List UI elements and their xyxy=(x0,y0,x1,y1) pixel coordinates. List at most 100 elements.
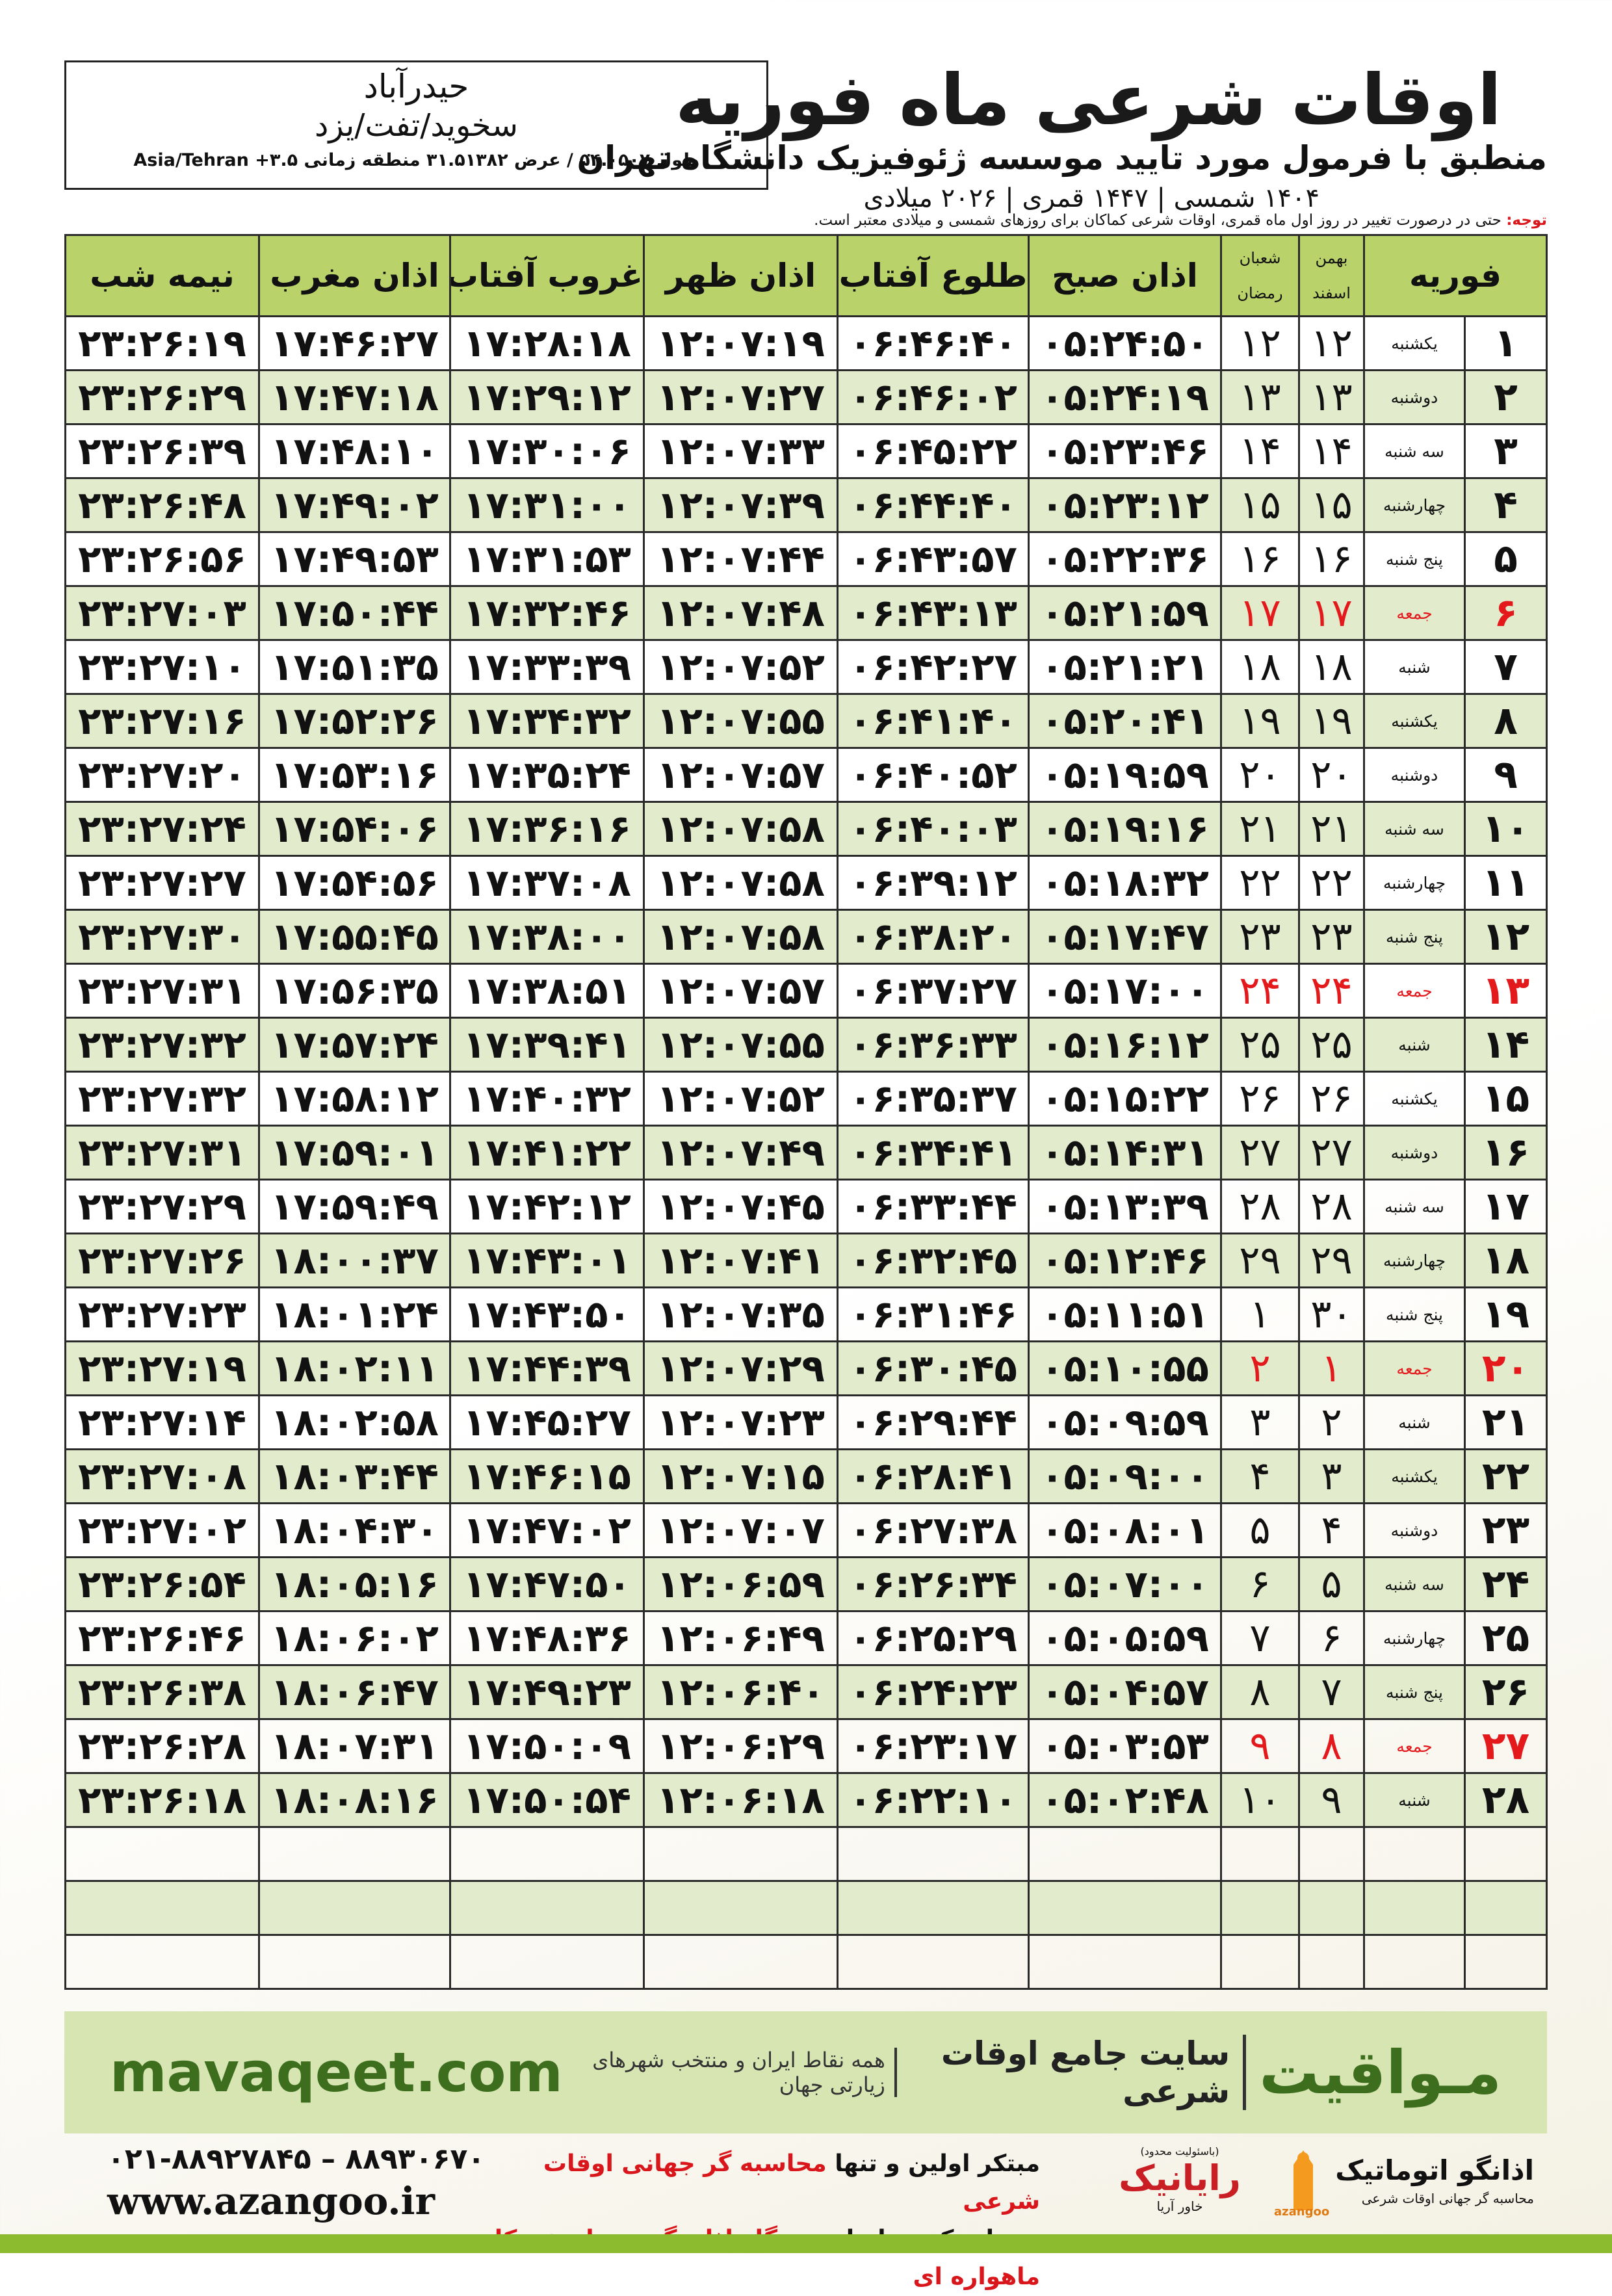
time-cell: ۱۷:۵۰:۵۴ xyxy=(449,1772,645,1828)
weekday: جمعه xyxy=(1363,1718,1466,1774)
time-cell: ۰۵:۰۷:۰۰ xyxy=(1028,1556,1222,1612)
empty-cell xyxy=(258,1826,451,1882)
coverage: همه نقاط ایران و منتخب شهرهای زیارتی جها… xyxy=(563,2048,897,2097)
time-cell: ۲۳:۲۶:۲۸ xyxy=(64,1718,260,1774)
weekday: پنج شنبه xyxy=(1363,1664,1466,1720)
time-cell: ۱۷:۴۱:۲۲ xyxy=(449,1125,645,1181)
logo-ltd: (باسئولیت محدود) xyxy=(1140,2145,1219,2158)
time-cell: ۱۷:۳۱:۰۰ xyxy=(449,477,645,533)
solar-day: ۱۶ xyxy=(1298,531,1365,587)
time-cell: ۱۷:۳۳:۳۹ xyxy=(449,639,645,695)
day-row: ۱۹ پنج شنبه ۳۰ ۱ ۰۵:۱۱:۵۱ ۰۶:۳۱:۴۶ ۱۲:۰۷:۳۵ ۱۷:… xyxy=(64,1286,1548,1342)
time-cell: ۰۶:۳۲:۴۵ xyxy=(837,1233,1030,1288)
time-cell: ۲۳:۲۶:۳۹ xyxy=(64,423,260,479)
weekday: پنج شنبه xyxy=(1363,1286,1466,1342)
solar-day: ۱۹ xyxy=(1298,693,1365,749)
logo-sub: خاور آریا xyxy=(1156,2198,1203,2214)
day-number: ۳ xyxy=(1464,423,1548,479)
time-cell: ۱۷:۳۴:۳۲ xyxy=(449,693,645,749)
time-cell: ۲۳:۲۷:۳۲ xyxy=(64,1017,260,1073)
time-cell: ۰۵:۲۱:۲۱ xyxy=(1028,639,1222,695)
time-cell: ۱۷:۳۷:۰۸ xyxy=(449,855,645,911)
weekday: دوشنبه xyxy=(1363,369,1466,425)
time-cell: ۰۶:۴۶:۰۲ xyxy=(837,369,1030,425)
time-cell: ۲۳:۲۷:۳۱ xyxy=(64,1125,260,1181)
lunar-day: ۲۱ xyxy=(1220,801,1300,857)
empty-cell xyxy=(837,1880,1030,1936)
lunar-month: رمضان xyxy=(1237,284,1283,302)
empty-cell xyxy=(258,1880,451,1936)
weekday: سه شنبه xyxy=(1363,801,1466,857)
day-number: ۲۲ xyxy=(1464,1448,1548,1504)
weekday: یکشنبه xyxy=(1363,1071,1466,1127)
time-cell: ۲۳:۲۷:۰۳ xyxy=(64,585,260,641)
day-number: ۵ xyxy=(1464,531,1548,587)
weekday: شنبه xyxy=(1363,639,1466,695)
time-cell: ۰۵:۱۹:۱۶ xyxy=(1028,801,1222,857)
empty-cell xyxy=(643,1934,838,1990)
day-number: ۲۶ xyxy=(1464,1664,1548,1720)
time-cell: ۱۸:۰۴:۳۰ xyxy=(258,1502,451,1558)
time-cell: ۲۳:۲۷:۱۴ xyxy=(64,1394,260,1450)
time-cell: ۱۷:۲۹:۱۲ xyxy=(449,369,645,425)
time-cell: ۰۵:۱۷:۰۰ xyxy=(1028,963,1222,1019)
time-cell: ۱۲:۰۷:۵۸ xyxy=(643,909,838,965)
time-cell: ۰۶:۴۶:۴۰ xyxy=(837,315,1030,371)
time-cell: ۱۷:۴۴:۳۹ xyxy=(449,1340,645,1396)
time-cell: ۱۷:۵۰:۴۴ xyxy=(258,585,451,641)
time-cell: ۱۷:۳۶:۱۶ xyxy=(449,801,645,857)
time-cell: ۱۲:۰۷:۵۸ xyxy=(643,801,838,857)
day-row: ۲۴ سه شنبه ۵ ۶ ۰۵:۰۷:۰۰ ۰۶:۲۶:۳۴ ۱۲:۰۶:۵۹ ۱۷:۴۷… xyxy=(64,1556,1548,1612)
time-cell: ۲۳:۲۷:۲۴ xyxy=(64,801,260,857)
lunar-day: ۱۶ xyxy=(1220,531,1300,587)
day-row: ۲ دوشنبه ۱۳ ۱۳ ۰۵:۲۴:۱۹ ۰۶:۴۶:۰۲ ۱۲:۰۷:۲۷ ۱۷:۲۹… xyxy=(64,369,1548,425)
time-cell: ۱۷:۴۷:۱۸ xyxy=(258,369,451,425)
time-cell: ۰۶:۳۷:۲۷ xyxy=(837,963,1030,1019)
solar-day: ۲۱ xyxy=(1298,801,1365,857)
lunar-day: ۱۸ xyxy=(1220,639,1300,695)
lunar-day: ۱۹ xyxy=(1220,693,1300,749)
web: www.azangoo.ir xyxy=(107,2179,436,2223)
empty-row xyxy=(64,1880,1548,1936)
time-cell: ۱۷:۳۰:۰۶ xyxy=(449,423,645,479)
time-cell: ۱۸:۰۲:۱۱ xyxy=(258,1340,451,1396)
solar-day: ۲۶ xyxy=(1298,1071,1365,1127)
day-number: ۱۱ xyxy=(1464,855,1548,911)
time-cell: ۱۷:۴۷:۵۰ xyxy=(449,1556,645,1612)
time-cell: ۱۲:۰۷:۳۳ xyxy=(643,423,838,479)
day-number: ۱۴ xyxy=(1464,1017,1548,1073)
time-cell: ۰۶:۴۵:۲۲ xyxy=(837,423,1030,479)
time-cell: ۱۷:۳۹:۴۱ xyxy=(449,1017,645,1073)
empty-row xyxy=(64,1934,1548,1990)
time-cell: ۱۷:۵۶:۳۵ xyxy=(258,963,451,1019)
day-number: ۲۸ xyxy=(1464,1772,1548,1828)
day-row: ۹ دوشنبه ۲۰ ۲۰ ۰۵:۱۹:۵۹ ۰۶:۴۰:۵۲ ۱۲:۰۷:۵۷ ۱۷:۳۵… xyxy=(64,747,1548,803)
time-cell: ۱۲:۰۷:۳۵ xyxy=(643,1286,838,1342)
site-url: mavaqeet.com xyxy=(110,2041,563,2104)
time-cell: ۰۶:۲۲:۱۰ xyxy=(837,1772,1030,1828)
time-cell: ۰۵:۲۰:۴۱ xyxy=(1028,693,1222,749)
time-cell: ۰۵:۱۳:۳۹ xyxy=(1028,1179,1222,1234)
weekday: یکشنبه xyxy=(1363,1448,1466,1504)
site-desc: سایت جامع اوقات شرعی xyxy=(906,2035,1247,2110)
weekday: پنج شنبه xyxy=(1363,531,1466,587)
time-cell: ۱۲:۰۷:۰۷ xyxy=(643,1502,838,1558)
time-cell: ۰۵:۲۴:۵۰ xyxy=(1028,315,1222,371)
day-number: ۱۲ xyxy=(1464,909,1548,965)
time-cell: ۱۷:۵۵:۴۵ xyxy=(258,909,451,965)
day-number: ۲۱ xyxy=(1464,1394,1548,1450)
solar-day: ۲۹ xyxy=(1298,1233,1365,1288)
solar-day: ۲۳ xyxy=(1298,909,1365,965)
footer-band: مـواقیت سایت جامع اوقات شرعی همه نقاط ای… xyxy=(64,2011,1547,2133)
day-number: ۲۷ xyxy=(1464,1718,1548,1774)
time-header: اذان مغرب xyxy=(258,234,451,317)
time-cell: ۰۶:۳۳:۴۴ xyxy=(837,1179,1030,1234)
logo-name: اذانگو اتوماتیک xyxy=(1335,2154,1534,2186)
brand: مـواقیت xyxy=(1259,2037,1502,2107)
empty-cell xyxy=(449,1826,645,1882)
weekday: چهارشنبه xyxy=(1363,1610,1466,1666)
empty-cell xyxy=(449,1934,645,1990)
time-cell: ۱۷:۵۱:۳۵ xyxy=(258,639,451,695)
time-cell: ۰۵:۲۴:۱۹ xyxy=(1028,369,1222,425)
